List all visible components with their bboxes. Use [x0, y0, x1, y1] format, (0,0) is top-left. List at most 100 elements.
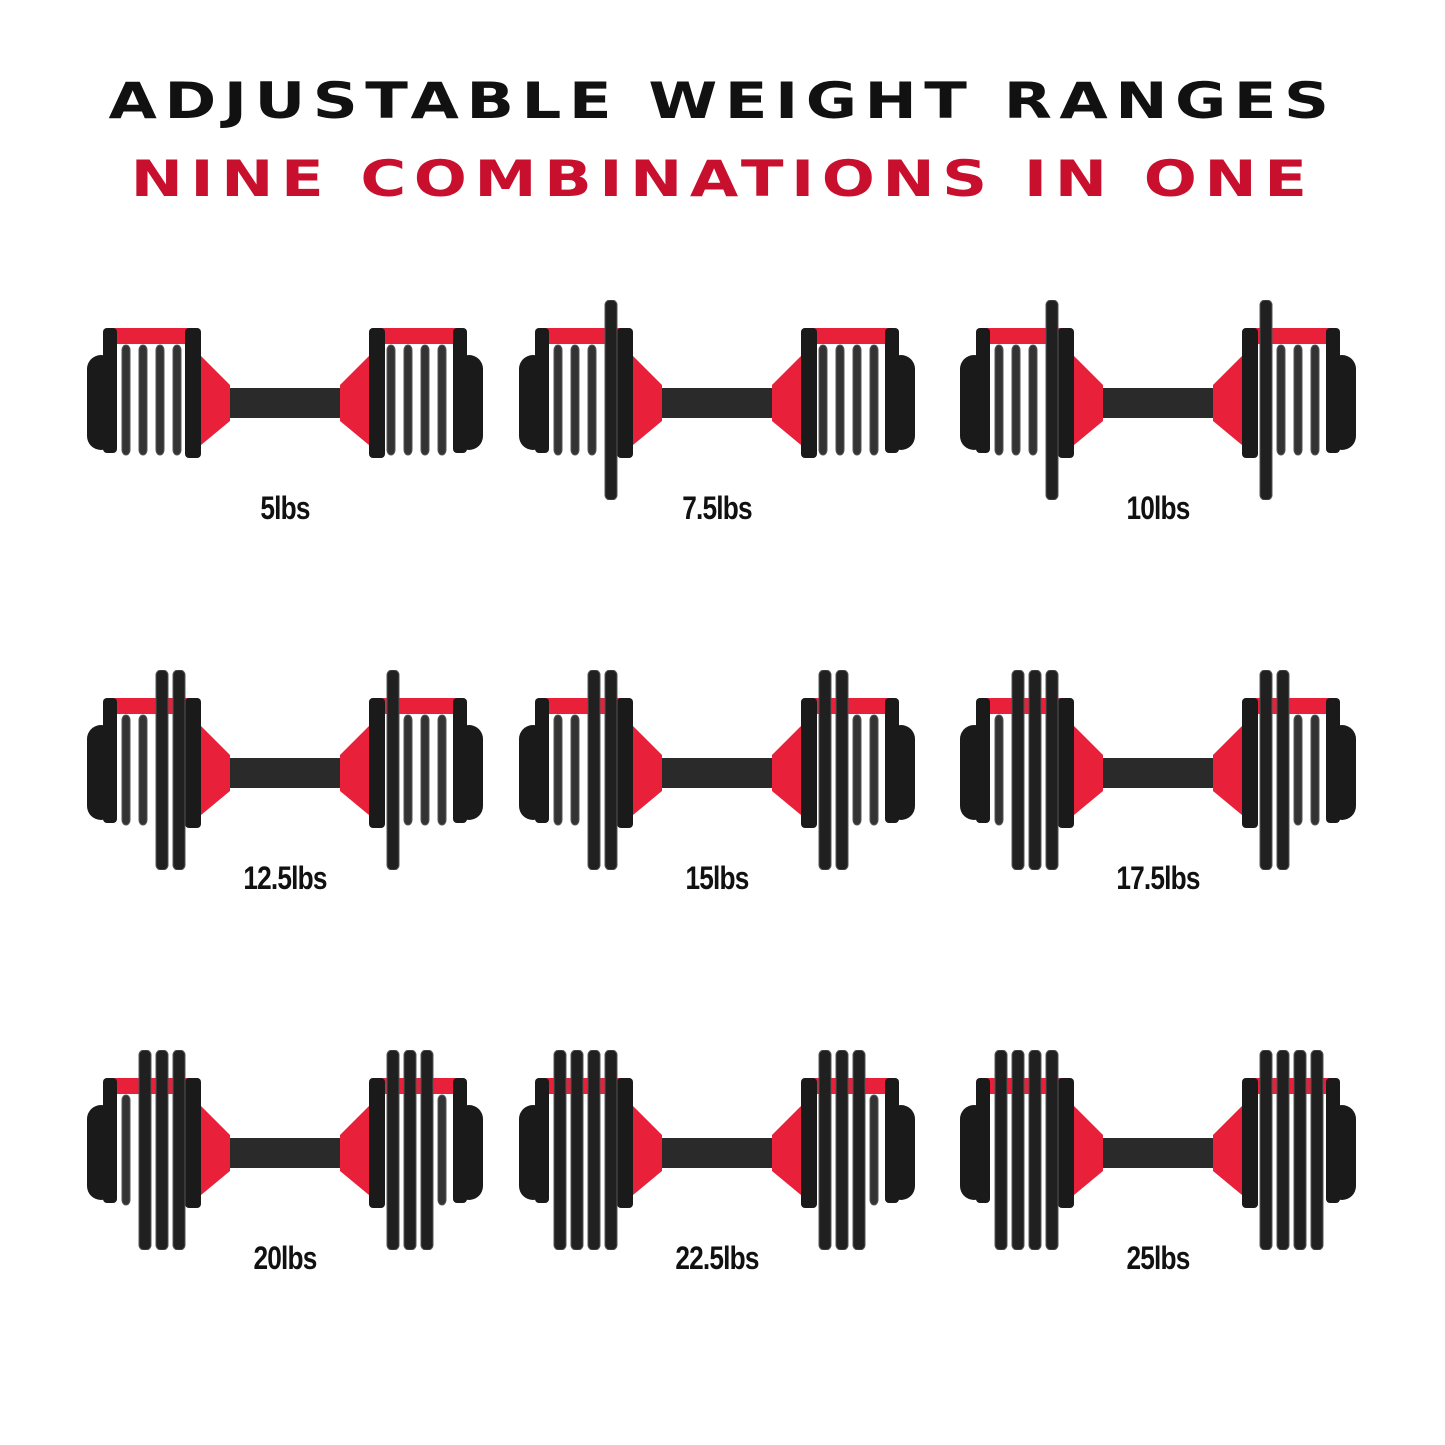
- right-cone: [1213, 1100, 1248, 1200]
- left-frame: [976, 328, 990, 453]
- weight-label: 15lbs: [685, 860, 749, 896]
- right-inner-frame: [369, 698, 385, 828]
- weight-label: 5lbs: [260, 490, 310, 526]
- left-weight-plate: [994, 344, 1004, 456]
- left-weight-plate: [587, 670, 601, 870]
- handle: [1098, 1138, 1218, 1168]
- right-weight-plate: [1259, 670, 1273, 870]
- right-weight-plate: [386, 670, 400, 870]
- right-inner-frame: [801, 328, 817, 458]
- dumbbell-image: [960, 300, 1356, 500]
- right-weight-plate: [403, 1050, 417, 1250]
- right-weight-plate: [1259, 1050, 1273, 1250]
- right-frame: [453, 328, 467, 453]
- right-weight-plate: [1293, 344, 1303, 456]
- dumbbell-item: 5lbs: [65, 300, 505, 560]
- left-weight-plate: [172, 344, 182, 456]
- left-weight-plate: [155, 344, 165, 456]
- right-weight-plate: [386, 1050, 400, 1250]
- right-weight-plate: [1293, 714, 1303, 826]
- handle: [1098, 388, 1218, 418]
- right-cone: [1213, 720, 1248, 820]
- weight-label: 10lbs: [1126, 490, 1190, 526]
- dumbbell-image: [87, 1050, 483, 1250]
- left-frame: [535, 698, 549, 823]
- left-cone: [627, 1100, 662, 1200]
- left-weight-plate: [1011, 1050, 1025, 1250]
- left-inner-frame: [617, 698, 633, 828]
- right-weight-plate: [869, 344, 879, 456]
- right-frame: [885, 328, 899, 453]
- left-weight-plate: [994, 1050, 1008, 1250]
- right-weight-plate: [1310, 344, 1320, 456]
- dumbbell-image: [519, 300, 915, 500]
- left-tray: [105, 328, 200, 344]
- handle: [225, 758, 345, 788]
- right-weight-plate: [420, 714, 430, 826]
- left-weight-plate: [172, 1050, 186, 1250]
- right-weight-plate: [1276, 670, 1290, 870]
- right-frame: [453, 698, 467, 823]
- left-cone: [1068, 1100, 1103, 1200]
- dumbbell-image: [960, 1050, 1356, 1250]
- handle: [225, 388, 345, 418]
- left-cone: [195, 350, 230, 450]
- dumbbell-item: 10lbs: [938, 300, 1378, 560]
- handle: [225, 1138, 345, 1168]
- left-weight-plate: [604, 1050, 618, 1250]
- right-frame: [1326, 328, 1340, 453]
- right-tray: [802, 328, 897, 344]
- right-inner-frame: [1242, 328, 1258, 458]
- left-frame: [976, 698, 990, 823]
- left-inner-frame: [1058, 328, 1074, 458]
- right-frame: [1326, 698, 1340, 823]
- left-weight-plate: [553, 344, 563, 456]
- dumbbell-item: 15lbs: [497, 670, 937, 930]
- left-inner-frame: [185, 328, 201, 458]
- right-weight-plate: [835, 670, 849, 870]
- dumbbell-item: 12.5lbs: [65, 670, 505, 930]
- weight-label: 22.5lbs: [675, 1240, 759, 1276]
- dumbbell-item: 22.5lbs: [497, 1050, 937, 1310]
- handle: [657, 388, 777, 418]
- right-weight-plate: [818, 344, 828, 456]
- weight-label: 25lbs: [1126, 1240, 1190, 1276]
- right-cone: [340, 1100, 375, 1200]
- page-subtitle: NINE COMBINATIONS IN ONE: [130, 150, 1315, 208]
- dumbbell-item: 17.5lbs: [938, 670, 1378, 930]
- weight-label: 20lbs: [253, 1240, 317, 1276]
- left-weight-plate: [155, 1050, 169, 1250]
- left-weight-plate: [121, 344, 131, 456]
- left-frame: [976, 1078, 990, 1203]
- left-weight-plate: [1028, 344, 1038, 456]
- left-cone: [195, 720, 230, 820]
- left-inner-frame: [617, 328, 633, 458]
- right-cone: [772, 350, 807, 450]
- handle: [657, 758, 777, 788]
- weight-label: 12.5lbs: [243, 860, 327, 896]
- left-weight-plate: [570, 1050, 584, 1250]
- left-weight-plate: [570, 344, 580, 456]
- left-weight-plate: [587, 1050, 601, 1250]
- right-weight-plate: [869, 1094, 879, 1206]
- left-weight-plate: [1028, 1050, 1042, 1250]
- left-frame: [103, 328, 117, 453]
- left-weight-plate: [155, 670, 169, 870]
- left-weight-plate: [1011, 670, 1025, 870]
- left-cone: [195, 1100, 230, 1200]
- right-inner-frame: [801, 1078, 817, 1208]
- right-inner-frame: [369, 328, 385, 458]
- left-weight-plate: [1045, 1050, 1059, 1250]
- right-inner-frame: [801, 698, 817, 828]
- dumbbell-image: [87, 328, 483, 458]
- right-cone: [1213, 350, 1248, 450]
- left-weight-plate: [138, 344, 148, 456]
- left-weight-plate: [553, 1050, 567, 1250]
- right-weight-plate: [1259, 300, 1273, 500]
- left-weight-plate: [138, 714, 148, 826]
- handle: [657, 1138, 777, 1168]
- left-frame: [103, 698, 117, 823]
- left-weight-plate: [172, 670, 186, 870]
- right-weight-plate: [437, 1094, 447, 1206]
- left-cone: [1068, 720, 1103, 820]
